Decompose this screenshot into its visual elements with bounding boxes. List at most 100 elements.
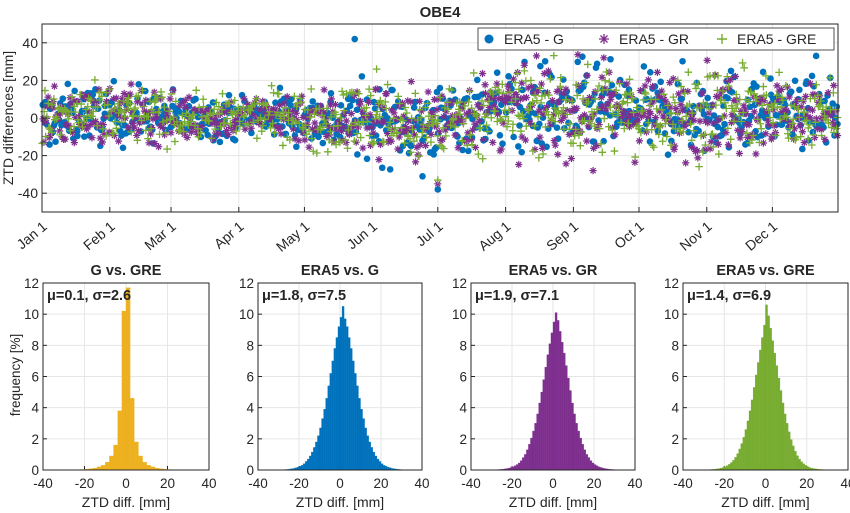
era5-gr-point: [83, 125, 91, 133]
era5-gre-point: [434, 176, 442, 184]
era5-g-point: [378, 164, 386, 172]
era5-gre-point: [386, 118, 394, 127]
era5-gr-point: [636, 86, 644, 95]
era5-gre-point: [474, 150, 483, 158]
era5-gr-point: [231, 123, 239, 131]
era5-gr-point: [448, 98, 456, 106]
histogram-bar: [534, 423, 537, 471]
era5-gre-point: [194, 133, 203, 141]
era5-gr-point: [601, 85, 609, 93]
era5-gr-point: [550, 110, 558, 119]
era5-gre-point: [147, 124, 155, 133]
era5-gre-point: [571, 125, 580, 134]
era5-gr-point: [112, 106, 120, 114]
era5-gr-point: [515, 160, 523, 169]
era5-gr-point: [538, 144, 547, 152]
era5-gr-point: [458, 118, 466, 126]
era5-gr-point: [573, 104, 581, 112]
timeseries-x-tick-label: Sep 1: [543, 218, 581, 254]
era5-gr-point: [723, 77, 731, 85]
era5-gre-point: [402, 109, 411, 117]
era5-gr-point: [586, 116, 594, 124]
histogram-bar: [595, 465, 599, 471]
era5-gr-point: [395, 133, 403, 141]
era5-gre-point: [644, 118, 653, 127]
era5-gre-point: [550, 51, 558, 60]
era5-gre-point: [603, 85, 612, 94]
era5-gre-point: [236, 122, 244, 131]
era5-g-point: [351, 35, 359, 43]
era5-gr-point: [791, 99, 799, 108]
histogram-bar: [374, 455, 378, 471]
histogram-bar: [781, 402, 785, 471]
era5-gre-point: [600, 114, 609, 123]
histogram-stats-annotation: μ=0.1, σ=2.6: [47, 288, 131, 304]
era5-gr-point: [584, 122, 592, 130]
era5-gr-point: [677, 101, 685, 109]
era5-gr-point: [463, 137, 471, 145]
era5-gr-point: [518, 133, 526, 141]
era5-gr-point: [532, 52, 541, 60]
era5-g-point: [590, 138, 598, 145]
era5-gre-point: [340, 106, 348, 115]
era5-gr-point: [339, 123, 347, 131]
era5-gre-point: [286, 136, 294, 144]
era5-gr-point: [74, 97, 82, 105]
histogram-bar: [761, 337, 764, 471]
era5-gr-point: [363, 113, 371, 121]
era5-gre-point: [433, 132, 442, 140]
era5-g-point: [119, 144, 127, 152]
era5-gr-point: [590, 144, 598, 152]
era5-gr-point: [821, 135, 829, 143]
era5-gre-point: [380, 138, 388, 147]
era5-gr-point: [830, 81, 838, 90]
era5-gre-point: [559, 103, 568, 112]
era5-gr-point: [446, 118, 454, 126]
era5-gre-point: [624, 119, 633, 128]
era5-gr-point: [209, 135, 217, 143]
era5-gr-point: [256, 106, 264, 114]
era5-gre-point: [134, 92, 143, 100]
histogram-bar: [563, 352, 566, 471]
era5-gr-point: [696, 117, 704, 125]
timeseries-legend[interactable]: ERA5 - G ERA5 - GR ERA5 - GRE: [477, 27, 835, 51]
era5-gre-point: [745, 97, 753, 106]
era5-g-point: [327, 89, 335, 97]
histogram-bar: [513, 465, 517, 471]
era5-gre-point: [667, 141, 675, 150]
era5-gr-point: [451, 131, 459, 139]
era5-gr-point: [373, 85, 381, 93]
era5-gr-point: [441, 126, 449, 134]
era5-gr-point: [793, 104, 801, 112]
era5-gre-point: [310, 110, 319, 118]
histogram-bar: [728, 464, 731, 471]
timeseries-x-tick-label: Jun 1: [344, 218, 381, 252]
histogram-bar: [364, 427, 367, 471]
legend-label: ERA5 - GRE: [737, 31, 816, 47]
era5-g-point: [71, 87, 78, 95]
era5-gre-point: [482, 121, 491, 129]
histogram-bar: [327, 385, 330, 471]
era5-gr-point: [176, 102, 184, 110]
era5-gr-point: [762, 107, 771, 115]
histogram-bar: [571, 402, 574, 471]
era5-gr-point: [658, 87, 666, 95]
era5-gre-point: [697, 132, 705, 140]
era5-gre-point: [641, 88, 649, 97]
era5-gre-point: [632, 103, 641, 112]
era5-gr-point: [777, 85, 785, 94]
era5-gr-point: [104, 88, 112, 96]
era5-gr-point: [101, 113, 110, 121]
era5-gre-point: [808, 141, 816, 149]
era5-gr-point: [560, 113, 568, 121]
era5-gr-point: [150, 88, 158, 96]
era5-gr-point: [748, 130, 756, 139]
era5-gre-point: [161, 129, 170, 137]
era5-gre-point: [752, 94, 761, 102]
era5-gr-point: [651, 121, 659, 129]
era5-gre-point: [306, 113, 314, 121]
era5-gre-point: [669, 120, 677, 129]
era5-gr-point: [337, 127, 346, 135]
histogram-x-tick-label: 0: [336, 476, 344, 491]
